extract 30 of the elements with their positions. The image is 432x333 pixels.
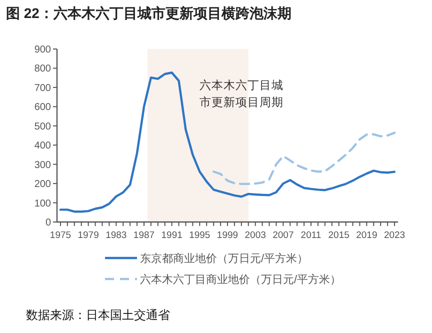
y-tick-label: 600	[34, 102, 52, 114]
x-tick-label: 2015	[328, 230, 350, 241]
y-tick-label: 900	[34, 44, 52, 56]
x-tick-label: 2011	[300, 230, 322, 241]
chart-title: 图 22：六本木六丁目城市更新项目横跨泡沫期	[6, 5, 292, 21]
x-tick-label: 1999	[216, 230, 238, 241]
y-tick-label: 200	[34, 179, 52, 190]
x-tick-label: 2003	[244, 230, 266, 241]
x-tick-label: 2023	[384, 230, 406, 241]
x-tick-label: 2019	[356, 230, 378, 241]
y-tick-label: 700	[34, 82, 52, 94]
source-note: 数据来源：日本国土交通省	[26, 308, 170, 322]
x-tick-label: 1995	[189, 230, 210, 241]
y-tick-label: 800	[34, 64, 52, 75]
band-label: 六本木六丁目城市更新项目周期	[199, 78, 284, 109]
y-tick-label: 0	[45, 218, 52, 228]
x-tick-label: 1979	[78, 230, 99, 241]
y-tick-label: 100	[34, 198, 52, 210]
line-series	[212, 132, 396, 186]
x-tick-label: 1983	[106, 230, 127, 241]
legend-label: 六本木六丁目商业地价（万日元/平方米）	[140, 273, 342, 286]
x-tick-label: 1975	[50, 230, 72, 241]
x-tick-label: 2007	[272, 230, 294, 241]
legend-label: 东京都商业地价（万日元/平方米）	[140, 252, 308, 265]
y-tick-label: 400	[34, 140, 52, 152]
x-tick-label: 1991	[161, 230, 182, 241]
y-tick-label: 300	[34, 160, 52, 171]
line-series	[59, 72, 396, 213]
x-tick-label: 1987	[133, 230, 155, 241]
y-tick-label: 500	[34, 121, 52, 132]
